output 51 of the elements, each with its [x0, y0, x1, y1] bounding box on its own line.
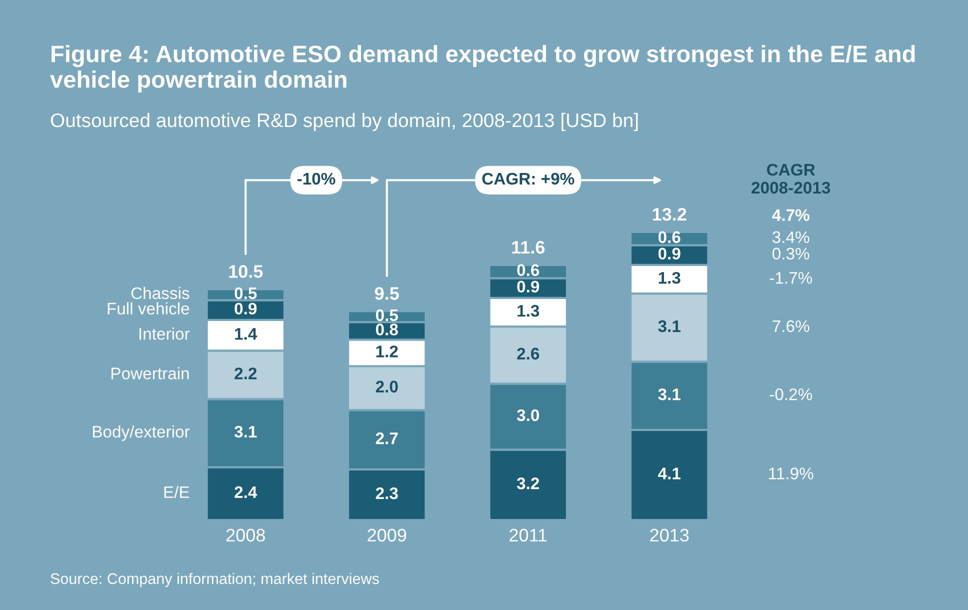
data-label: 1.4: [235, 328, 258, 340]
x-tick-label: 2013: [650, 528, 689, 542]
data-label: 0.8: [376, 324, 398, 336]
total-label: 13.2: [652, 208, 686, 221]
total-label: 10.5: [229, 265, 263, 278]
series-label: Interior: [140, 328, 190, 340]
data-label: 2.0: [376, 380, 398, 393]
data-label: 0.5: [376, 309, 398, 322]
data-label: 3.0: [516, 409, 540, 422]
text: 0.3%: [772, 248, 810, 260]
text: 11.9%: [769, 468, 814, 480]
data-label: 0.9: [517, 280, 540, 293]
text: 7.6%: [772, 320, 810, 332]
data-label: 0.9: [234, 302, 257, 315]
data-label: 3.2: [516, 477, 540, 490]
series-label: Full vehicle: [108, 302, 190, 315]
text: CAGR 2008-2013: [752, 164, 830, 194]
series-label: Chassis: [131, 286, 190, 300]
total-label: 11.6: [512, 240, 545, 254]
data-label: 2.7: [376, 432, 398, 444]
text: 4.7%: [772, 209, 810, 221]
series-label: Powertrain: [112, 367, 189, 380]
x-tick-label: 2009: [368, 528, 406, 542]
chart-subtitle: Outsourced automotive R&D spend by domain, 2008-2013 [USD bn]: [50, 112, 638, 132]
data-label: 2.2: [234, 368, 257, 380]
series-label: Body/exterior: [93, 425, 190, 441]
text: -0.2%: [770, 388, 812, 400]
text: -10%: [297, 172, 336, 185]
data-label: 3.1: [234, 426, 257, 438]
x-tick-label: 2008: [226, 528, 265, 542]
source-note: Source: Company information; market interviews: [50, 572, 379, 588]
data-label: 0.6: [517, 264, 540, 276]
data-label: 0.6: [658, 231, 680, 244]
text: CAGR: +9%: [482, 172, 574, 185]
data-label: 3.1: [658, 320, 680, 332]
series-label: E/E: [164, 486, 190, 498]
data-label: 2.6: [517, 348, 540, 360]
x-tick-label: 2011: [510, 528, 547, 542]
data-label: 1.3: [518, 304, 540, 317]
data-label: 2.3: [376, 487, 398, 500]
data-label: 1.3: [658, 272, 680, 284]
data-label: 3.1: [658, 388, 680, 400]
data-label: 2.4: [234, 486, 258, 498]
data-label: 0.5: [234, 287, 257, 300]
data-label: 4.1: [658, 468, 680, 480]
chart-title: Figure 4: Automotive ESO demand expected to grow strongest in the E/E and vehicle powertrain domain: [50, 45, 915, 93]
data-label: 0.9: [658, 248, 680, 260]
data-label: 1.2: [376, 346, 398, 358]
text: -1.7%: [770, 272, 812, 284]
total-label: 9.5: [374, 287, 399, 300]
text: 3.4%: [772, 231, 810, 244]
